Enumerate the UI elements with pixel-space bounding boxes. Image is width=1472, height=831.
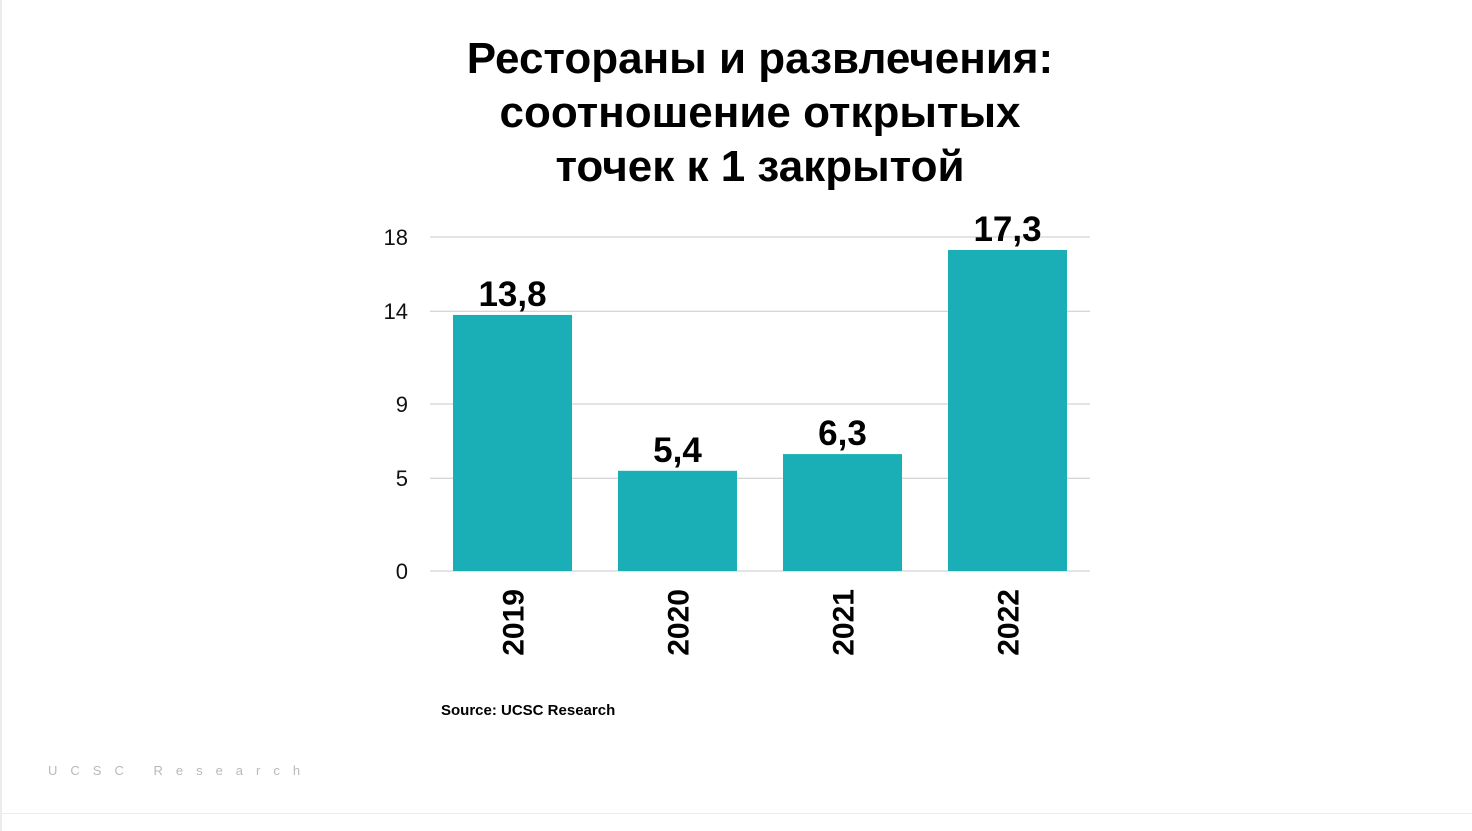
data-label-2020: 5,4 xyxy=(653,431,702,470)
data-label-2021: 6,3 xyxy=(818,414,867,453)
bar-2021 xyxy=(783,454,902,571)
x-tick-label-2020: 2020 xyxy=(663,589,696,656)
y-tick-label: 9 xyxy=(396,392,408,417)
data-label-2019: 13,8 xyxy=(478,275,546,314)
bar-2019 xyxy=(453,315,572,571)
y-tick-label: 14 xyxy=(384,299,408,324)
bar-2020 xyxy=(618,471,737,571)
bar-chart: 0 5 9 14 18 13,8 2019 5,4 2020 6,3 2021 17,3 2022 xyxy=(0,0,1472,700)
watermark: UCSC Research xyxy=(48,763,313,778)
y-tick-label: 5 xyxy=(396,466,408,491)
y-tick-label: 0 xyxy=(396,559,408,584)
x-tick-label-2019: 2019 xyxy=(498,589,531,656)
y-tick-label: 18 xyxy=(384,225,408,250)
data-label-2022: 17,3 xyxy=(973,210,1041,249)
x-tick-label-2022: 2022 xyxy=(993,589,1026,656)
bar-2022 xyxy=(948,250,1067,571)
slide-bottom-border xyxy=(0,813,1472,814)
x-tick-label-2021: 2021 xyxy=(828,589,861,656)
source-note: Source: UCSC Research xyxy=(441,702,615,719)
